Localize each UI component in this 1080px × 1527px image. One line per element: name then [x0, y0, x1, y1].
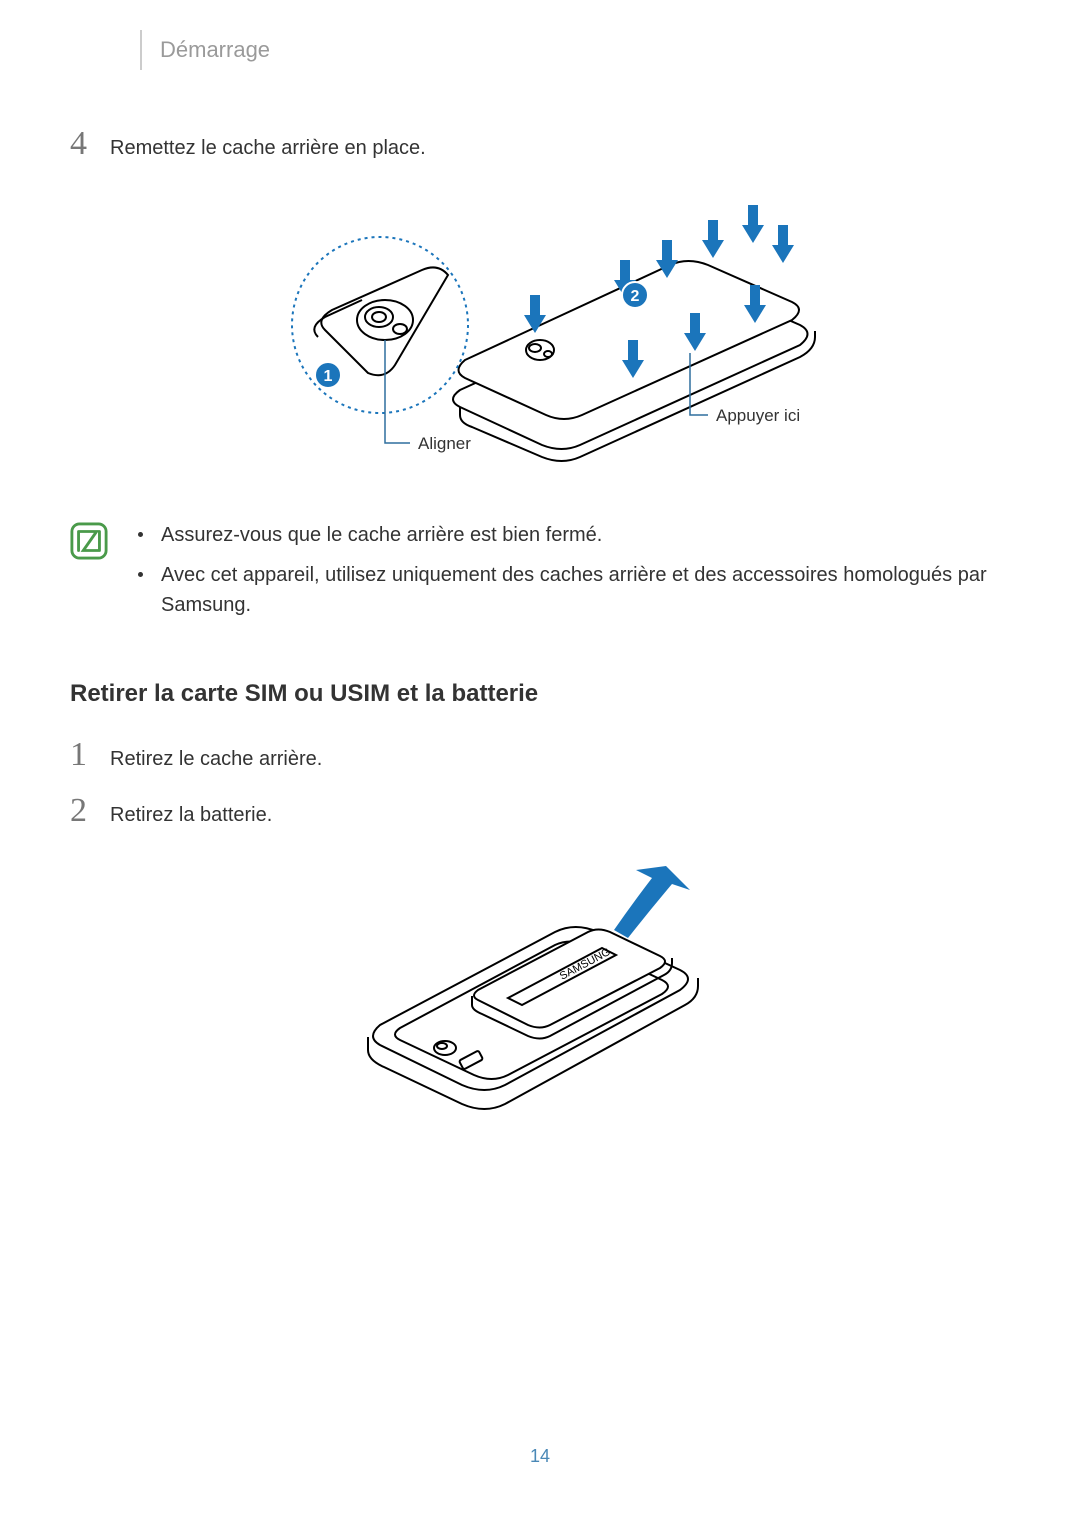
- note-icon: [70, 522, 108, 560]
- figure1-svg: 2 1: [210, 175, 850, 485]
- svg-text:1: 1: [324, 368, 333, 385]
- page: Démarrage 4 Remettez le cache arrière en…: [0, 0, 1080, 1527]
- page-number: 14: [0, 1446, 1080, 1467]
- badge-1: 1: [315, 362, 341, 388]
- label-press: Appuyer ici: [716, 406, 800, 425]
- figure-back-cover: 2 1: [70, 175, 990, 490]
- align-detail: [292, 237, 468, 413]
- step-4: 4 Remettez le cache arrière en place.: [70, 125, 990, 163]
- badge-2: 2: [622, 282, 648, 308]
- note-block: Assurez-vous que le cache arrière est bi…: [70, 520, 990, 630]
- step-2: 2 Retirez la batterie.: [70, 792, 990, 830]
- note-text: Avec cet appareil, utilisez uniquement d…: [161, 560, 990, 620]
- note-item: Avec cet appareil, utilisez uniquement d…: [138, 560, 990, 620]
- step-text: Retirez la batterie.: [104, 800, 272, 827]
- step-text: Remettez le cache arrière en place.: [104, 133, 426, 160]
- step-1: 1 Retirez le cache arrière.: [70, 736, 990, 774]
- header-text: Démarrage: [160, 37, 270, 63]
- figure-battery: SAMSUNG: [70, 860, 990, 1125]
- figure2-svg: SAMSUNG: [350, 860, 710, 1120]
- note-text: Assurez-vous que le cache arrière est bi…: [161, 520, 602, 550]
- svg-text:2: 2: [631, 288, 640, 305]
- step-number: 4: [70, 125, 104, 163]
- step-text: Retirez le cache arrière.: [104, 744, 322, 771]
- page-header: Démarrage: [140, 30, 990, 70]
- lift-arrow: [614, 866, 690, 938]
- bullet-icon: [138, 532, 143, 537]
- step-number: 1: [70, 736, 104, 774]
- label-align: Aligner: [418, 434, 471, 453]
- note-item: Assurez-vous que le cache arrière est bi…: [138, 520, 990, 550]
- step-number: 2: [70, 792, 104, 830]
- note-list: Assurez-vous que le cache arrière est bi…: [138, 520, 990, 630]
- bullet-icon: [138, 572, 143, 577]
- section-title: Retirer la carte SIM ou USIM et la batte…: [70, 680, 990, 708]
